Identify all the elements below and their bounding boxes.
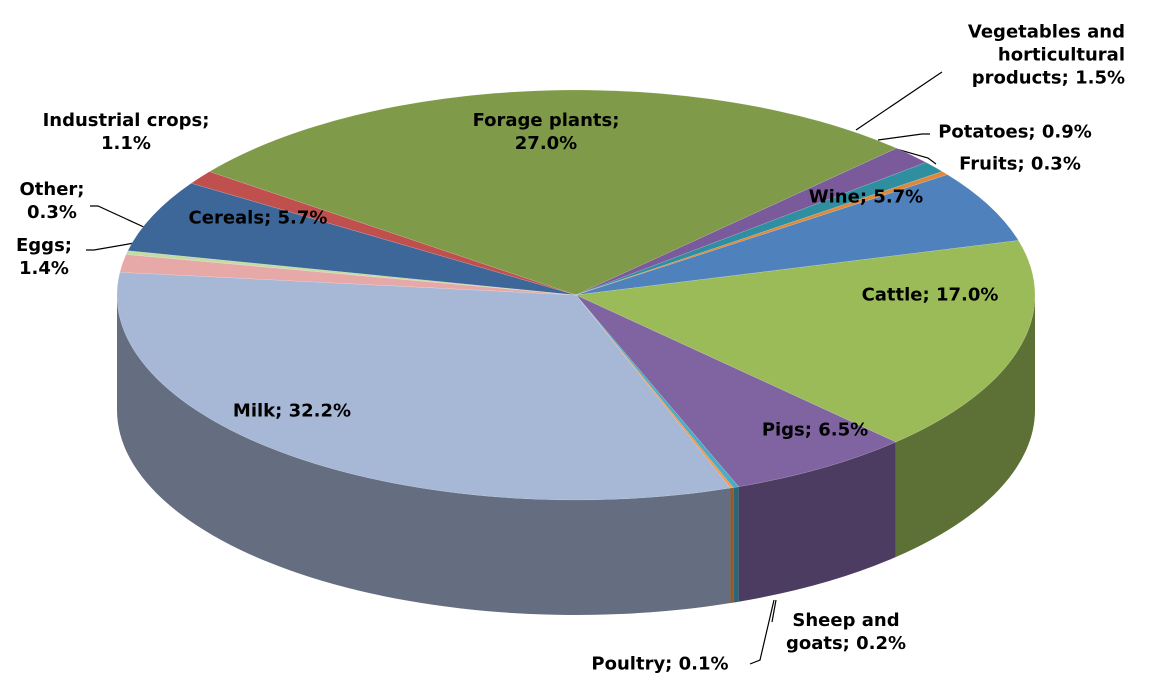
- data-label: Eggs; 1.4%: [16, 235, 72, 279]
- data-label: Milk; 32.2%: [232, 400, 352, 422]
- pie-sides: [117, 295, 1035, 615]
- data-label: Forage plants; 27.0%: [472, 110, 620, 154]
- slice: [190, 171, 577, 296]
- slice-side: [730, 487, 734, 604]
- slice: [119, 254, 577, 296]
- slice-side: [738, 442, 896, 602]
- slice: [575, 294, 734, 489]
- slice: [575, 240, 1036, 443]
- data-label: Cereals; 5.7%: [188, 207, 328, 229]
- data-label: Pigs; 6.5%: [761, 419, 869, 441]
- leader-lines: [86, 71, 943, 665]
- leader-line: [877, 133, 930, 141]
- slice: [125, 250, 577, 296]
- slice: [575, 294, 740, 488]
- data-label: Potatoes; 0.9%: [938, 121, 1092, 143]
- data-label: Wine; 5.7%: [808, 186, 924, 208]
- slice-side: [733, 486, 739, 603]
- slice: [116, 271, 731, 501]
- slice: [575, 171, 949, 296]
- data-label: Industrial crops; 1.1%: [42, 110, 210, 154]
- slice: [208, 89, 898, 296]
- leader-line: [749, 599, 775, 665]
- leader-line: [855, 71, 943, 131]
- leader-line: [771, 599, 777, 623]
- slice: [575, 174, 1019, 296]
- slice: [575, 162, 943, 296]
- slice: [575, 294, 897, 487]
- data-label: Sheep and goats; 0.2%: [785, 610, 907, 654]
- slice: [127, 182, 577, 296]
- data-label: Cattle; 17.0%: [861, 284, 999, 306]
- data-label: Poultry; 0.1%: [591, 653, 729, 675]
- data-label: Vegetables and horticultural products; 1…: [967, 21, 1125, 89]
- data-label: Fruits; 0.3%: [959, 153, 1081, 175]
- slice-side: [117, 295, 731, 615]
- leader-line: [90, 205, 147, 229]
- pie-tops: [116, 89, 1036, 501]
- leader-line: [86, 241, 141, 251]
- slice-side: [895, 295, 1035, 558]
- slice: [575, 148, 927, 296]
- data-label: Other; 0.3%: [19, 179, 85, 223]
